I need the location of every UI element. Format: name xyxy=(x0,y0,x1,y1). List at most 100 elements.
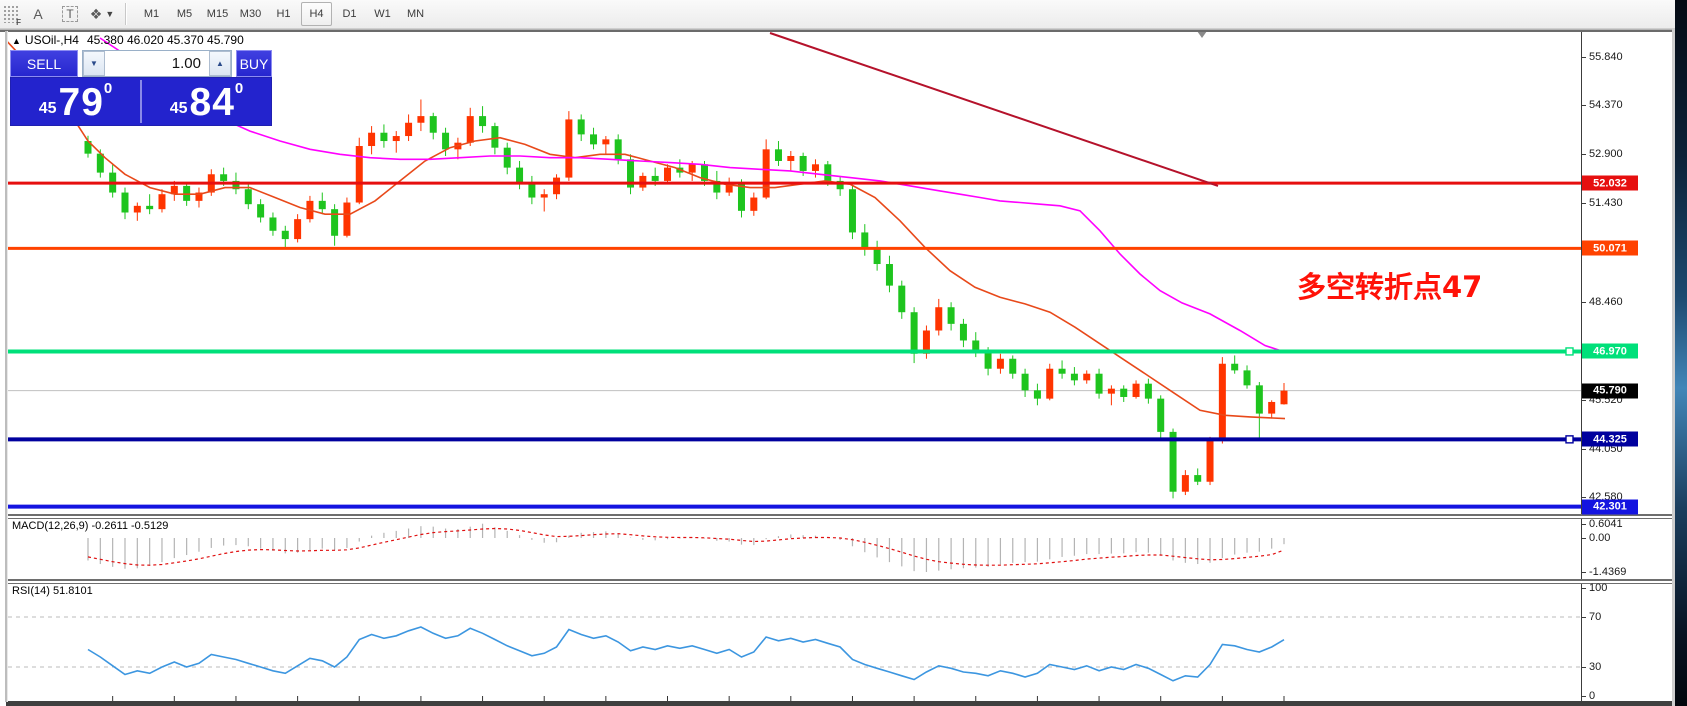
text-tool-button[interactable]: T xyxy=(57,3,83,25)
candle-body xyxy=(1169,431,1177,492)
candle-body xyxy=(1157,398,1165,432)
macd-panel-separator[interactable] xyxy=(6,514,1675,519)
candle-body xyxy=(972,340,980,353)
window-left-border xyxy=(5,31,8,702)
price-shift-marker-icon[interactable] xyxy=(1197,31,1207,38)
candle-body xyxy=(405,122,413,137)
candle-body xyxy=(848,189,856,233)
candle-body xyxy=(725,182,733,193)
price-tick-48.460: 48.460 xyxy=(1589,295,1623,308)
volume-input[interactable]: 1.00 xyxy=(105,51,209,76)
candle-body xyxy=(133,205,141,213)
axis-tick xyxy=(1581,399,1586,401)
candle-body xyxy=(121,192,129,213)
candle-body xyxy=(898,285,906,313)
price-tick-51.430: 51.430 xyxy=(1589,197,1623,210)
timeframe-button-m5[interactable]: M5 xyxy=(176,8,193,20)
caret-down-icon: ▼ xyxy=(90,59,98,68)
cursor-tool-button[interactable]: A xyxy=(25,3,51,25)
window-top-border xyxy=(0,29,1675,32)
sell-button[interactable]: SELL xyxy=(10,50,78,77)
candle-body xyxy=(996,358,1004,369)
candle-body xyxy=(244,189,252,205)
candle-body xyxy=(1268,401,1276,414)
toolbar-grip-icon[interactable]: F xyxy=(3,5,21,27)
timeframe-button-d1[interactable]: D1 xyxy=(342,8,357,20)
candle-body xyxy=(935,307,943,331)
timeframe-button-mn[interactable]: MN xyxy=(406,8,425,20)
axis-tick xyxy=(1581,497,1586,499)
candle-body xyxy=(1058,368,1066,374)
line-price-badge-42.301: 42.301 xyxy=(1582,499,1638,515)
candle-body xyxy=(824,164,832,181)
candle-body xyxy=(590,134,598,145)
descending-trendline[interactable] xyxy=(769,32,1219,187)
price-divider xyxy=(140,80,142,123)
candle-body xyxy=(1218,363,1226,441)
candle-body xyxy=(1255,385,1263,414)
desktop-background-strip xyxy=(1675,0,1687,706)
candle-body xyxy=(417,116,425,123)
candle-body xyxy=(737,182,745,211)
one-click-trading-panel: SELL ▼ 1.00 ▲ BUY 45 79 0 45 84 0 xyxy=(10,50,272,126)
candle-body xyxy=(220,174,228,181)
line-price-badge-50.071: 50.071 xyxy=(1582,240,1638,256)
timeframe-button-h4[interactable]: H4 xyxy=(301,2,332,26)
axis-tick xyxy=(1581,617,1586,618)
candle-body xyxy=(170,185,178,195)
candle-body xyxy=(688,164,696,173)
candle-body xyxy=(651,175,659,181)
candle-body xyxy=(479,116,487,127)
candle-body xyxy=(922,330,930,354)
candle-body xyxy=(331,209,339,236)
axis-tick xyxy=(1581,154,1586,156)
candle-body xyxy=(577,119,585,135)
candle-body xyxy=(146,205,154,210)
candle-body xyxy=(774,149,782,161)
candle-body xyxy=(1021,373,1029,391)
buy-button[interactable]: BUY xyxy=(236,50,272,77)
line-price-badge-52.032: 52.032 xyxy=(1582,175,1638,191)
candle-body xyxy=(516,167,524,183)
buy-price-display[interactable]: 45 84 0 xyxy=(169,80,244,124)
candle-body xyxy=(503,147,511,168)
candle-body xyxy=(528,182,536,198)
candle-body xyxy=(1033,390,1041,399)
toolbar: F A T ❖ ▼ M1 M5 M15 M30 H1 H4 D1 W1 MN xyxy=(0,0,1675,29)
timeframe-button-m30[interactable]: M30 xyxy=(239,8,262,20)
candle-body xyxy=(664,167,672,181)
sell-price-display[interactable]: 45 79 0 xyxy=(38,80,113,124)
chart-annotation-text[interactable]: 多空转折点47 xyxy=(1297,270,1483,304)
candle-body xyxy=(355,146,363,203)
shapes-tool-button[interactable]: ❖ ▼ xyxy=(89,3,115,25)
timeframe-button-h1[interactable]: H1 xyxy=(276,8,291,20)
candle-body xyxy=(1107,388,1115,394)
rsi-panel-separator[interactable] xyxy=(6,579,1675,584)
candle-body xyxy=(614,139,622,160)
timeframe-button-w1[interactable]: W1 xyxy=(374,8,391,20)
text-tool-icon: T xyxy=(62,6,78,22)
line-handle[interactable] xyxy=(1565,435,1574,444)
timeframe-button-m15[interactable]: M15 xyxy=(206,8,229,20)
timeframe-button-m1[interactable]: M1 xyxy=(143,8,160,20)
candle-body xyxy=(318,200,326,210)
candle-body xyxy=(1009,358,1017,374)
candle-body xyxy=(713,180,721,193)
volume-increase-button[interactable]: ▲ xyxy=(209,51,231,76)
candle-body xyxy=(947,307,955,324)
macd-tick--1.4369: -1.4369 xyxy=(1589,565,1627,578)
candle-body xyxy=(392,136,400,142)
candle-body xyxy=(429,116,437,133)
candle-body xyxy=(1194,475,1202,482)
time-axis[interactable] xyxy=(6,701,1675,706)
candle-body xyxy=(787,155,795,161)
line-handle[interactable] xyxy=(1565,347,1574,356)
candle-body xyxy=(1070,373,1078,381)
trade-controls-row: SELL ▼ 1.00 ▲ BUY xyxy=(10,50,272,77)
collapse-triangle-icon[interactable]: ▲ xyxy=(12,36,21,46)
candle-body xyxy=(627,159,635,188)
volume-decrease-button[interactable]: ▼ xyxy=(83,51,105,76)
macd-signal-line xyxy=(87,527,1285,566)
